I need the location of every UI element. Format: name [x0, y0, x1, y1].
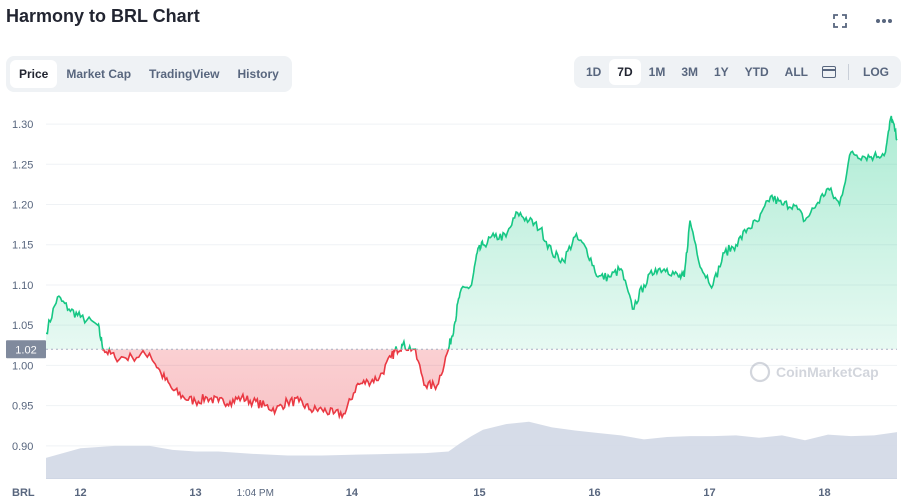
range-all[interactable]: ALL: [784, 65, 808, 79]
x-tick-label: 14: [346, 487, 359, 499]
log-scale-toggle[interactable]: LOG: [863, 65, 889, 79]
x-tick-label: 13: [189, 487, 201, 499]
price-area-down: [102, 349, 449, 418]
chart-type-tabs: Price Market Cap TradingView History: [6, 56, 292, 92]
y-tick-label: 1.15: [12, 240, 33, 252]
range-7d[interactable]: 7D: [609, 59, 641, 85]
chart-title: Harmony to BRL Chart: [6, 6, 200, 26]
currency-label: BRL: [12, 487, 35, 499]
y-tick-label: 1.05: [12, 320, 33, 332]
tab-tradingview[interactable]: TradingView: [149, 67, 220, 81]
price-area-up: [46, 116, 897, 350]
calendar-icon[interactable]: [822, 66, 836, 78]
price-chart[interactable]: 0.90 0.95 1.00 1.05 1.10 1.15 1.20 1.25 1.30 1.02…: [0, 100, 915, 502]
x-tick-label: 15: [473, 487, 485, 499]
volume-area: [46, 421, 897, 478]
watermark: CoinMarketCap: [749, 361, 879, 383]
price-line-up: [46, 115, 898, 350]
y-tick-label: 1.20: [12, 200, 33, 212]
reference-label-bg: [6, 340, 46, 359]
x-tick-label: 1:04 PM: [237, 488, 274, 499]
range-divider: [848, 64, 849, 80]
range-1d[interactable]: 1D: [585, 65, 602, 79]
tab-market-cap[interactable]: Market Cap: [66, 67, 132, 81]
y-tick-label: 1.30: [12, 119, 33, 131]
range-1m[interactable]: 1M: [648, 65, 666, 79]
y-tick-label: 1.00: [12, 360, 33, 372]
tab-history[interactable]: History: [237, 67, 279, 81]
price-line-down: [101, 349, 450, 420]
x-tick-label: 17: [703, 487, 715, 499]
x-tick-label: 18: [818, 487, 830, 499]
header-actions: [831, 12, 893, 30]
time-range-selector: 1D 7D 1M 3M 1Y YTD ALL LOG: [573, 56, 901, 88]
y-tick-label: 1.10: [12, 280, 33, 292]
x-tick-label: 16: [588, 487, 600, 499]
y-tick-label: 0.95: [12, 401, 33, 413]
tab-price[interactable]: Price: [10, 60, 58, 88]
more-horizontal-icon[interactable]: [875, 12, 893, 30]
expand-icon[interactable]: [831, 12, 849, 30]
x-tick-label: 12: [74, 487, 86, 499]
watermark-text: CoinMarketCap: [776, 364, 879, 380]
range-1y[interactable]: 1Y: [713, 65, 729, 79]
y-tick-label: 1.25: [12, 159, 33, 171]
coinmarketcap-logo-icon: [749, 361, 771, 383]
reference-label: 1.02: [15, 344, 36, 356]
range-3m[interactable]: 3M: [681, 65, 698, 79]
y-tick-label: 0.90: [12, 441, 33, 453]
range-ytd[interactable]: YTD: [744, 65, 769, 79]
